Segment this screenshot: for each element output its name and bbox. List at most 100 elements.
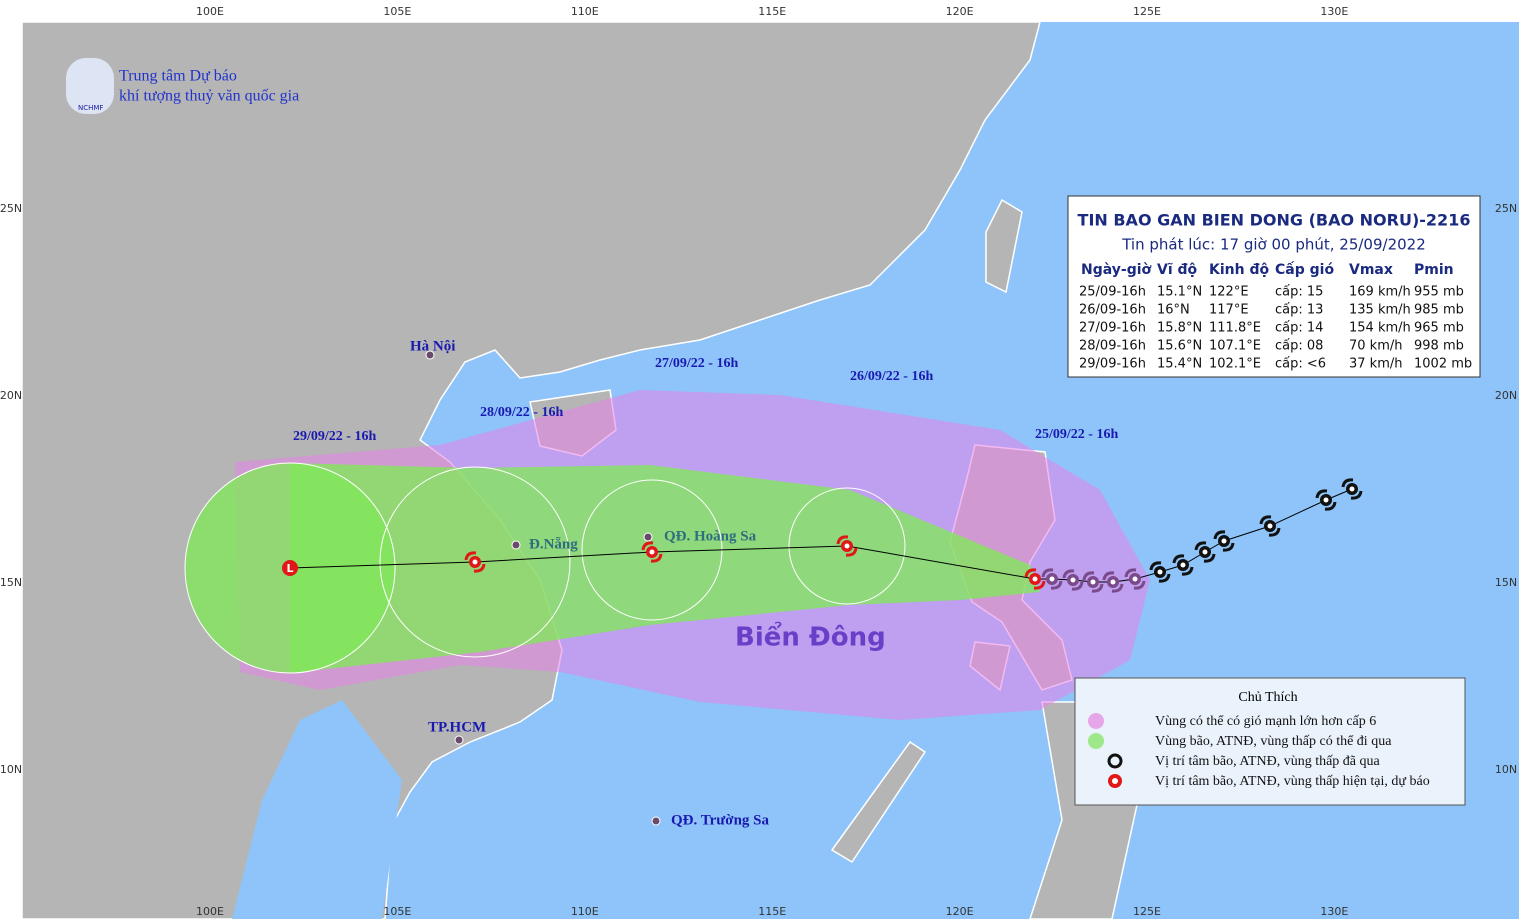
- table-cell: cấp: 08: [1275, 339, 1323, 354]
- legend-item: Vị trí tâm bão, ATNĐ, vùng thấp hiện tại…: [1155, 774, 1430, 789]
- swirl-arm: [1181, 566, 1194, 576]
- storm-symbol: [836, 535, 858, 557]
- storm-symbol: [1149, 561, 1171, 583]
- low-letter: L: [286, 562, 293, 575]
- table-cell: 169 km/h: [1349, 285, 1411, 300]
- swirl-arm: [1149, 561, 1162, 571]
- column-header: Pmin: [1414, 262, 1454, 278]
- bulletin-box: [1067, 195, 1481, 378]
- swirl-arm: [1315, 489, 1328, 499]
- swirl-arm: [845, 547, 858, 557]
- lat-label: 10N: [0, 763, 22, 776]
- table-cell: 70 km/h: [1349, 339, 1403, 354]
- storm-symbol: [1259, 515, 1281, 537]
- table-cell: 25/09-16h: [1079, 285, 1146, 300]
- swirl-arm: [1222, 542, 1235, 552]
- swirl-arm: [1091, 583, 1104, 593]
- lon-label: 110E: [571, 5, 599, 18]
- storm-symbol: [1213, 530, 1235, 552]
- table-cell: cấp: 13: [1275, 303, 1323, 318]
- table-cell: 965 mb: [1414, 321, 1464, 336]
- legend-item: Vùng bão, ATNĐ, vùng thấp có thể đi qua: [1155, 734, 1392, 749]
- column-header: Cấp gió: [1275, 261, 1334, 278]
- place-label: QĐ. Hoàng Sa: [664, 528, 757, 544]
- column-header: Vĩ độ: [1157, 262, 1198, 278]
- track-label: 27/09/22 - 16h: [655, 356, 738, 371]
- swirl-eye: [1267, 523, 1273, 529]
- swirl-arm: [1033, 580, 1046, 590]
- swirl-arm: [1172, 554, 1185, 564]
- swirl-arm: [1082, 571, 1095, 581]
- swirl-arm: [1203, 553, 1216, 563]
- column-header: Vmax: [1349, 262, 1393, 278]
- swirl-eye: [1070, 577, 1076, 583]
- table-cell: 29/09-16h: [1079, 357, 1146, 372]
- storm-symbol: [1062, 569, 1084, 591]
- storm-symbol: [1124, 568, 1146, 590]
- sea-label: Biển Đông: [735, 620, 886, 653]
- swirl-arm: [1102, 571, 1115, 581]
- table-cell: cấp: 14: [1275, 321, 1323, 336]
- swirl-eye: [1180, 562, 1186, 568]
- swirl-arm: [473, 563, 486, 573]
- lat-label: 20N: [1495, 389, 1517, 402]
- forecast-circles: [184, 462, 906, 674]
- storm-symbol: [1082, 571, 1104, 593]
- table-cell: 122°E: [1209, 285, 1249, 300]
- swirl-eye: [1049, 576, 1055, 582]
- table-cell: 15.4°N: [1157, 357, 1202, 372]
- lon-label: 105E: [383, 5, 411, 18]
- swirl-arm: [836, 535, 849, 545]
- place-dot: [651, 816, 661, 826]
- logo: [66, 58, 114, 114]
- lat-label: 25N: [0, 202, 22, 215]
- table-cell: 26/09-16h: [1079, 303, 1146, 318]
- table-cell: 135 km/h: [1349, 303, 1411, 318]
- lon-label: 130E: [1320, 5, 1348, 18]
- table-cell: 102.1°E: [1209, 357, 1261, 372]
- swirl-arm: [1062, 569, 1075, 579]
- storm-symbol: [641, 541, 663, 563]
- logo-line: Trung tâm Dự báo: [119, 68, 237, 85]
- swirl-arm: [1268, 527, 1281, 537]
- lon-label: 120E: [946, 5, 974, 18]
- table-cell: cấp: <6: [1275, 357, 1326, 372]
- place-label: Đ.Nẵng: [529, 536, 578, 552]
- swirl-arm: [1024, 568, 1037, 578]
- lon-label: 100E: [196, 905, 224, 918]
- legend-swatch: [1088, 733, 1104, 749]
- table-cell: 154 km/h: [1349, 321, 1411, 336]
- swirl-eye: [1090, 579, 1096, 585]
- swirl-arm: [464, 551, 477, 561]
- place-dot: [454, 735, 464, 745]
- storm-symbol: [1194, 541, 1216, 563]
- legend-item: Vị trí tâm bão, ATNĐ, vùng thấp đã qua: [1155, 754, 1381, 769]
- swirl-eye: [1202, 549, 1208, 555]
- place-dot: [425, 350, 435, 360]
- table-cell: 998 mb: [1414, 339, 1464, 354]
- swirl-eye: [1349, 486, 1355, 492]
- swirl-eye: [649, 549, 655, 555]
- swirl-eye: [844, 543, 850, 549]
- track-label: 28/09/22 - 16h: [480, 405, 563, 420]
- storm-symbol: [1172, 554, 1194, 576]
- swirl-arm: [1050, 580, 1063, 590]
- swirl-arm: [1259, 515, 1272, 525]
- lon-label: 125E: [1133, 5, 1161, 18]
- swirl-eye: [1132, 576, 1138, 582]
- low-symbol: [282, 560, 298, 576]
- swirl-arm: [1041, 568, 1054, 578]
- table-cell: 985 mb: [1414, 303, 1464, 318]
- table-cell: 107.1°E: [1209, 339, 1261, 354]
- swirl-arm: [1133, 580, 1146, 590]
- swirl-eye: [472, 559, 478, 565]
- swirl-eye: [1110, 579, 1116, 585]
- table-cell: 15.8°N: [1157, 321, 1202, 336]
- lat-label: 25N: [1495, 202, 1517, 215]
- swirl-arm: [1071, 581, 1084, 591]
- table-cell: cấp: 15: [1275, 285, 1323, 300]
- swirl-eye: [1157, 569, 1163, 575]
- swirl-arm: [1341, 478, 1354, 488]
- table-cell: 16°N: [1157, 303, 1190, 318]
